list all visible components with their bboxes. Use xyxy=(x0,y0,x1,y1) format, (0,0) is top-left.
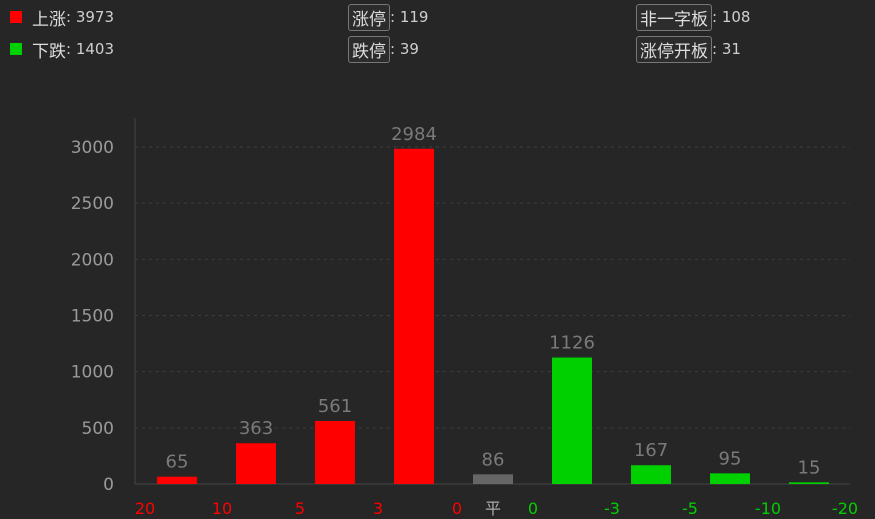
bar-value-label: 65 xyxy=(166,452,189,473)
up-label: 上涨 xyxy=(32,9,66,30)
x-tick-label: 3 xyxy=(373,499,383,518)
limit-up-count: 涨停: 119 xyxy=(348,3,429,31)
y-tick-label: 500 xyxy=(82,419,114,439)
down-legend-swatch xyxy=(10,43,22,55)
x-tick-label: 0 xyxy=(528,499,538,518)
bar-value-label: 167 xyxy=(634,440,668,461)
bar xyxy=(315,420,355,484)
x-tick-label: 10 xyxy=(212,499,232,518)
bar-value-label: 15 xyxy=(798,457,821,478)
y-tick-label: 2500 xyxy=(71,194,114,214)
limit-up-opened-value: 31 xyxy=(721,40,741,58)
limit-up-opened-count: 涨停开板: 31 xyxy=(636,35,741,63)
limit-up-button[interactable]: 涨停 xyxy=(348,3,390,31)
x-tick-label: -3 xyxy=(604,499,620,518)
x-tick-label: 20 xyxy=(135,499,155,518)
bar xyxy=(710,473,750,484)
down-count: 下跌: 1403 xyxy=(10,37,115,62)
y-tick-label: 2000 xyxy=(71,250,114,270)
bar-value-label: 95 xyxy=(719,448,742,469)
x-tick-label: -20 xyxy=(832,499,858,518)
x-tick-label: -10 xyxy=(755,499,781,518)
x-tick-label: 平 xyxy=(485,499,501,518)
bar xyxy=(552,357,592,484)
y-tick-label: 1000 xyxy=(71,363,114,383)
bar xyxy=(394,148,434,484)
limit-down-value: 39 xyxy=(399,40,419,58)
limit-up-value: 119 xyxy=(399,8,429,26)
one-word-board-count: 非一字板: 108 xyxy=(636,3,751,31)
bar xyxy=(236,443,276,484)
bar-value-label: 2984 xyxy=(391,124,437,145)
limit-up-opened-button[interactable]: 涨停开板 xyxy=(636,35,712,63)
down-value: 1403 xyxy=(75,40,115,58)
y-tick-label: 1500 xyxy=(71,307,114,327)
y-tick-label: 3000 xyxy=(71,138,114,158)
x-tick-label: -5 xyxy=(682,499,698,518)
x-tick-label: 0 xyxy=(452,499,462,518)
bar xyxy=(789,482,829,484)
bar-value-label: 363 xyxy=(239,418,273,439)
bar-value-label: 1126 xyxy=(549,333,595,354)
limit-down-button[interactable]: 跌停 xyxy=(348,35,390,63)
one-word-board-button[interactable]: 非一字板 xyxy=(636,3,712,31)
bar-value-label: 561 xyxy=(318,396,352,417)
x-tick-label: 5 xyxy=(295,499,305,518)
up-count: 上涨: 3973 xyxy=(10,5,115,30)
y-tick-label: 0 xyxy=(103,475,114,495)
bar xyxy=(473,474,513,484)
down-label: 下跌 xyxy=(32,41,66,62)
bar xyxy=(157,476,197,484)
bar xyxy=(631,465,671,484)
limit-down-count: 跌停: 39 xyxy=(348,35,419,63)
up-value: 3973 xyxy=(75,8,115,26)
bar-value-label: 86 xyxy=(482,449,505,470)
one-word-board-value: 108 xyxy=(721,8,751,26)
up-legend-swatch xyxy=(10,11,22,23)
